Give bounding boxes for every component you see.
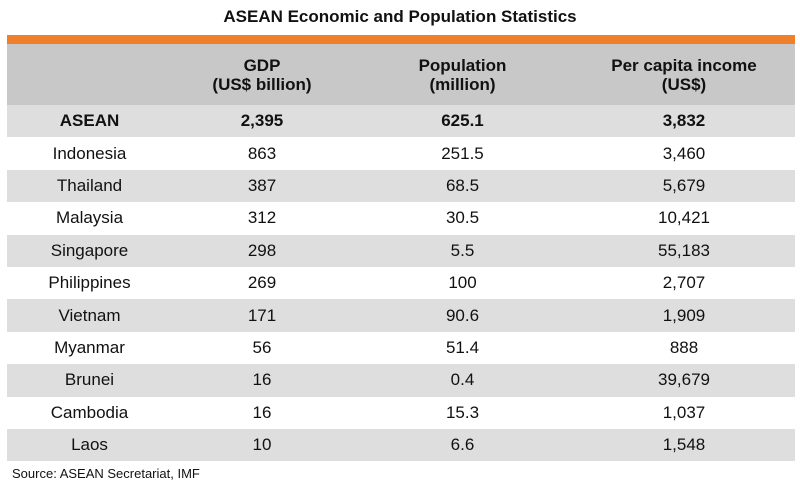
per-capita-income-cell: 2,707	[662, 273, 706, 293]
country-cell: Cambodia	[50, 402, 129, 422]
per-capita-income-cell: 3,832	[662, 111, 706, 131]
table-title: ASEAN Economic and Population Statistics	[223, 7, 577, 26]
table-row: Indonesia 863 251.5 3,460	[7, 137, 795, 170]
accent-bar	[7, 35, 795, 44]
gdp-cell: 16	[252, 370, 272, 390]
gdp-cell: 56	[252, 337, 272, 357]
gdp-cell: 171	[247, 305, 277, 325]
header-population-title: Population	[418, 55, 507, 75]
population-cell: 15.3	[445, 402, 480, 422]
table-row: Singapore 298 5.5 55,183	[7, 234, 795, 267]
header-income-title: Per capita income	[611, 55, 757, 75]
gdp-cell: 10	[252, 435, 272, 455]
gdp-cell: 387	[247, 175, 277, 195]
table-row: Cambodia 16 15.3 1,037	[7, 396, 795, 429]
country-cell: Brunei	[64, 370, 115, 390]
per-capita-income-cell: 5,679	[662, 175, 706, 195]
header-gdp-unit: (US$ billion)	[212, 74, 312, 94]
population-cell: 251.5	[441, 143, 484, 163]
statistics-table: GDP (US$ billion) Population (million) P…	[7, 44, 795, 462]
country-cell: Thailand	[56, 175, 123, 195]
population-cell: 68.5	[445, 175, 480, 195]
gdp-cell: 2,395	[240, 111, 284, 131]
population-cell: 6.6	[450, 435, 475, 455]
per-capita-income-cell: 1,548	[662, 435, 706, 455]
table-row: Laos 10 6.6 1,548	[7, 428, 795, 462]
country-cell: Philippines	[48, 273, 131, 293]
population-cell: 30.5	[445, 208, 480, 228]
population-cell: 625.1	[441, 111, 484, 131]
gdp-cell: 863	[247, 143, 277, 163]
header-gdp-title: GDP	[243, 55, 281, 75]
source-note: Source: ASEAN Secretariat, IMF	[12, 466, 200, 481]
country-cell: Laos	[71, 435, 108, 455]
header-per-capita-income: Per capita income (US$)	[573, 44, 795, 105]
gdp-cell: 298	[247, 240, 277, 260]
asean-total-row: ASEAN 2,395 625.1 3,832	[7, 105, 795, 138]
country-cell: Singapore	[50, 240, 129, 260]
country-cell: ASEAN	[59, 111, 120, 131]
gdp-cell: 269	[247, 273, 277, 293]
per-capita-income-cell: 10,421	[658, 208, 710, 228]
population-cell: 90.6	[445, 305, 480, 325]
population-cell: 51.4	[445, 337, 480, 357]
per-capita-income-cell: 55,183	[658, 240, 710, 260]
header-income-unit: (US$)	[661, 74, 707, 94]
country-cell: Malaysia	[55, 208, 124, 228]
per-capita-income-cell: 3,460	[662, 143, 706, 163]
header-gdp: GDP (US$ billion)	[172, 44, 352, 105]
table-row: Malaysia 312 30.5 10,421	[7, 202, 795, 235]
header-row: GDP (US$ billion) Population (million) P…	[7, 44, 795, 105]
table-row: Vietnam 171 90.6 1,909	[7, 299, 795, 332]
population-cell: 5.5	[450, 240, 475, 260]
table-row: Myanmar 56 51.4 888	[7, 331, 795, 365]
header-population: Population (million)	[352, 44, 573, 105]
gdp-cell: 312	[247, 208, 277, 228]
per-capita-income-cell: 1,909	[662, 305, 706, 325]
table-row: Brunei 16 0.4 39,679	[7, 364, 795, 397]
country-cell: Vietnam	[58, 305, 121, 325]
header-country	[7, 44, 172, 105]
country-cell: Indonesia	[52, 143, 127, 163]
population-cell: 0.4	[450, 370, 475, 390]
table-row: Philippines 269 100 2,707	[7, 266, 795, 300]
country-cell: Myanmar	[54, 337, 125, 357]
table-row: Thailand 387 68.5 5,679	[7, 169, 795, 203]
per-capita-income-cell: 1,037	[662, 402, 706, 422]
header-population-unit: (million)	[429, 74, 496, 94]
per-capita-income-cell: 39,679	[658, 370, 710, 390]
population-cell: 100	[448, 273, 477, 293]
gdp-cell: 16	[252, 402, 272, 422]
per-capita-income-cell: 888	[669, 337, 699, 357]
